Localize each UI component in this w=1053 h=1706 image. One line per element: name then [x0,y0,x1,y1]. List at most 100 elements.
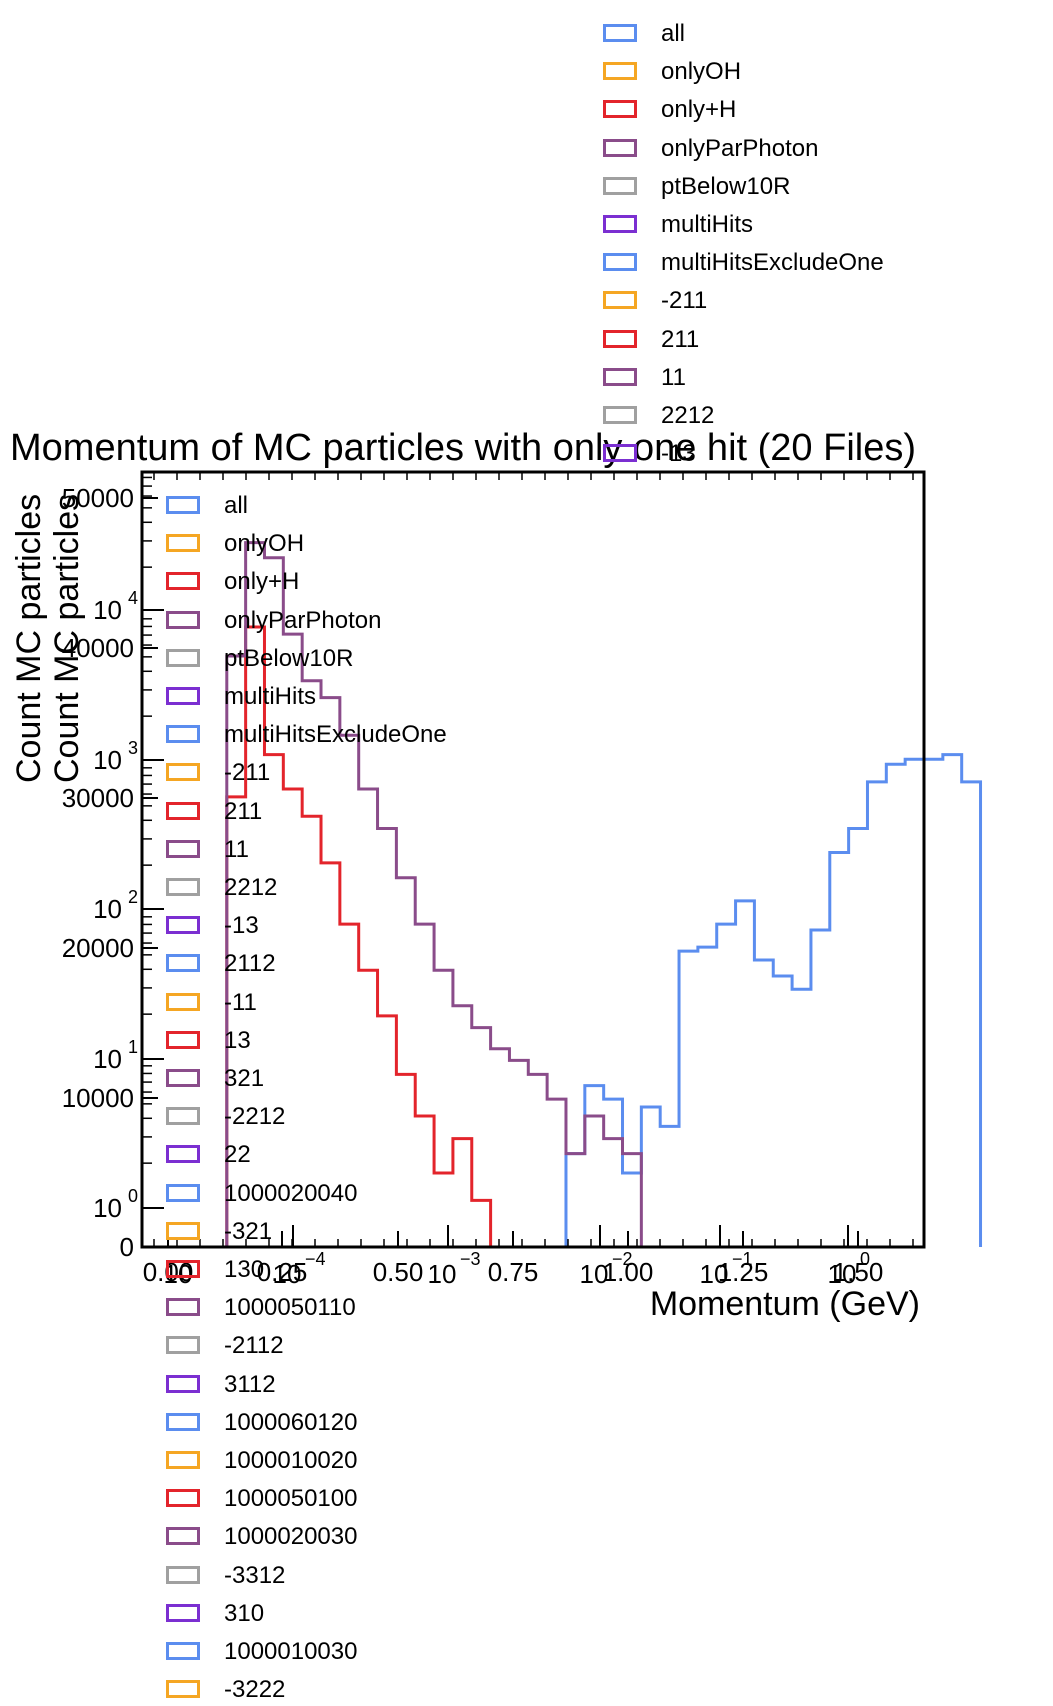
legend-label: multiHits [224,683,317,710]
legend-swatch [603,406,637,424]
series-all-line [564,753,983,1247]
x-tick-exponent: −3 [460,1249,481,1269]
x-tick-label-log: 10 [428,1259,457,1289]
legend-label: 1000020030 [224,1523,358,1551]
y-tick-exponent: 3 [128,738,138,758]
legend-swatch [166,572,200,591]
series-onlyparphoton-line [207,541,643,1249]
legend-label: all [661,20,686,47]
legend-swatch [166,1069,200,1087]
legend-main: all onlyOH only+H onlyParPhoton ptBelow10R mu… [166,492,506,1703]
y-tick-exponent: 2 [128,887,138,907]
legend-swatch [603,329,637,348]
y-tick-label-linear: 30000 [62,783,134,813]
legend-label: 1000060120 [224,1408,358,1436]
legend-swatch [603,367,637,386]
legend-label: 310 [224,1599,265,1627]
legend-label: multiHitsExcludeOne [224,721,447,749]
x-tick-label-linear: 0.75 [488,1257,539,1287]
x-tick-exponent: −2 [612,1249,633,1269]
legend-swatch [166,610,200,629]
legend-label: onlyParPhoton [224,606,382,634]
axes [140,470,926,1249]
y-tick-exponent: 1 [128,1037,138,1057]
legend-swatch [603,444,637,463]
x-tick-label-log: 10 [580,1259,609,1289]
y-tick-label-linear: 0 [120,1232,134,1262]
chart-title: Momentum of MC particles with only one h… [10,427,916,469]
legend-label: 1000020040 [224,1179,358,1207]
legend-label: 1000050110 [224,1294,356,1322]
legend-label: -2112 [224,1332,284,1360]
legend-label: 211 [224,797,263,825]
legend-swatch [166,763,200,782]
legend-swatch [166,1298,200,1317]
legend-swatch [603,24,637,42]
legend-label: only+H [661,96,737,124]
legend-label: 130 [224,1256,265,1283]
legend-label: -13 [224,912,259,940]
x-tick-label-linear: 1.50 [833,1257,884,1287]
legend-swatch [603,138,637,157]
legend-swatch [166,534,200,553]
x-tick-label-linear: 0.25 [257,1257,308,1287]
legend-swatch [166,1642,200,1660]
legend-label: 2212 [661,402,715,429]
legend-label: onlyOH [661,58,742,86]
legend-label: -2212 [224,1103,286,1131]
legend-label: only+H [224,568,300,596]
legend-label: ptBelow10R [224,644,354,672]
legend-label: -321 [224,1217,273,1245]
y-tick-exponent: 0 [128,1186,138,1206]
y-tick-label-linear: 20000 [62,933,134,963]
legend-label: all [224,492,249,519]
legend-swatch [166,839,200,858]
legend-label: 22 [224,1141,251,1169]
legend-label: 2212 [224,874,278,901]
legend-swatch [166,1451,200,1469]
legend-label: 2112 [224,950,276,978]
legend-swatch [166,687,200,705]
x-tick-label-linear: 0.50 [373,1257,424,1287]
legend-swatch [166,1183,200,1202]
legend-swatch [166,1260,200,1278]
legend-swatch [603,62,637,81]
legend-label: multiHitsExcludeOne [661,249,884,277]
y-tick-label-log: 10 [93,745,122,775]
x-tick-label-log: 10 [700,1259,729,1289]
legend-swatch [166,1489,200,1508]
y-tick-label-linear: 10000 [62,1083,134,1113]
legend-label: multiHits [661,211,754,238]
legend-label: 211 [661,325,700,353]
legend-swatch [166,1336,200,1355]
y-tick-label-log: 10 [93,1044,122,1074]
legend-label: 321 [224,1065,265,1092]
legend-swatch [166,1412,200,1431]
legend-swatch [166,1145,200,1164]
legend-label: ptBelow10R [661,172,791,200]
legend-swatch [166,1221,200,1240]
legend-label: onlyParPhoton [661,134,819,162]
legend-swatch [603,215,637,233]
plot-frame [140,470,926,1249]
y-tick-label-linear: 40000 [62,633,134,663]
y-tick-label-log: 10 [93,595,122,625]
y-tick-label-log: 10 [93,1193,122,1223]
legend-swatch [166,1107,200,1126]
legend-swatch [166,496,200,514]
legend-label: 1000010020 [224,1447,358,1474]
legend-swatch [166,1603,200,1622]
legend-swatch [603,176,637,195]
legend-swatch [166,648,200,667]
legend-label: -211 [661,287,708,315]
x-tick-exponent: 0 [860,1249,870,1269]
x-tick-exponent: −4 [305,1249,326,1269]
legend-swatch [166,1680,200,1699]
legend-swatch [603,100,637,119]
x-tick-label-linear: 1.00 [603,1257,654,1287]
legend-swatch [166,1374,200,1393]
x-tick-exponent: −1 [732,1249,753,1269]
legend-swatch [166,1565,200,1584]
